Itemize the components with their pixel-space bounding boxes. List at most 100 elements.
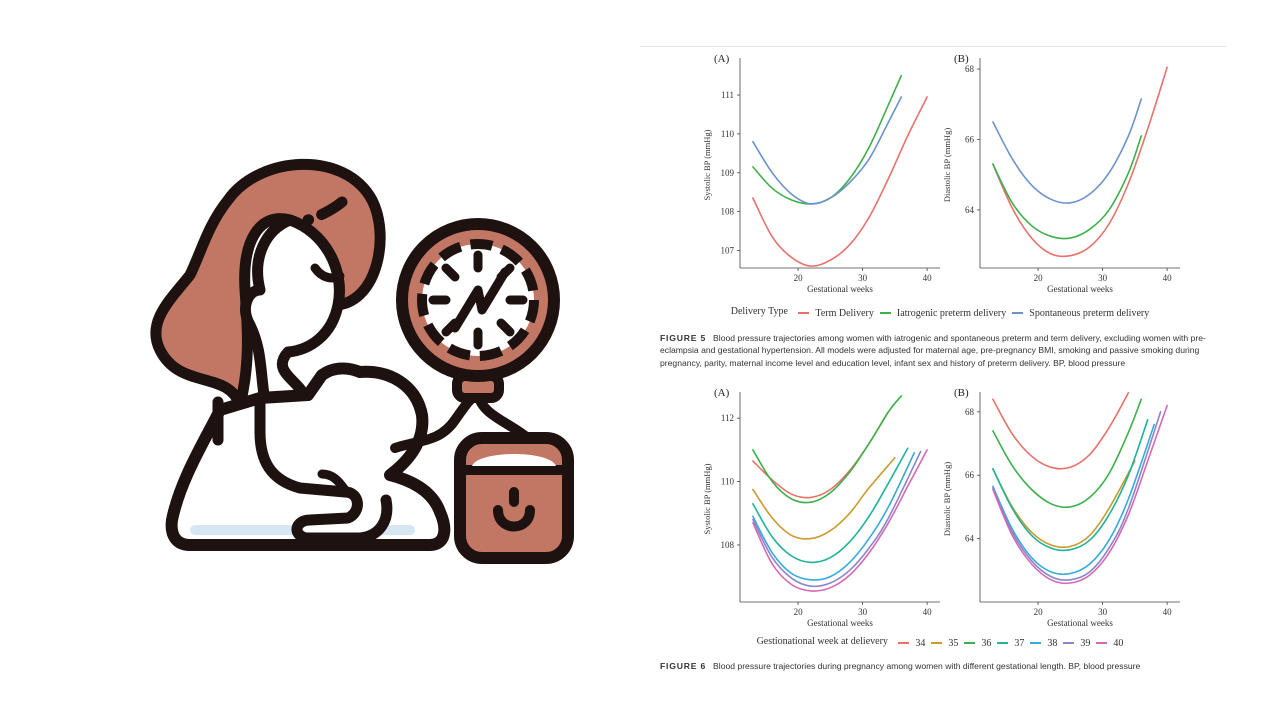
legend-label: 39: [1080, 637, 1091, 649]
series-line-39: [992, 411, 1162, 581]
y-tick-label: 110: [721, 129, 735, 139]
series-line-36: [992, 398, 1143, 509]
panel-label: (A): [714, 387, 730, 399]
fig6-legend-item: 37: [997, 638, 1024, 649]
series-line-38: [992, 423, 1155, 576]
series-line-38: [752, 452, 915, 581]
series-line-37: [752, 447, 909, 564]
legend-swatch: [798, 312, 810, 314]
legend-label: 40: [1113, 637, 1124, 649]
x-tick-label: 20: [1034, 273, 1044, 283]
top-divider: [640, 46, 1226, 47]
fig5-legend: Delivery Type Term Delivery Iatrogenic pr…: [640, 306, 1240, 319]
x-tick-label: 40: [923, 273, 933, 283]
panel-label: (A): [714, 53, 730, 65]
x-tick-label: 40: [1163, 607, 1173, 617]
y-tick-label: 110: [721, 477, 735, 487]
fig6-caption-text: Blood pressure trajectories during pregn…: [713, 661, 1141, 671]
legend-swatch: [1012, 312, 1024, 314]
y-tick-label: 107: [721, 246, 735, 256]
legend-swatch: [964, 642, 976, 644]
series-line-spontaneous-preterm-delivery: [992, 98, 1143, 204]
x-tick-label: 40: [1163, 273, 1173, 283]
legend-swatch: [879, 312, 891, 314]
x-axis-label: Gestational weeks: [1047, 618, 1113, 628]
legend-swatch: [1063, 642, 1075, 644]
legend-label: 36: [981, 637, 992, 649]
fig6-legend-item: 39: [1063, 638, 1090, 649]
fig6-legend-item: 35: [931, 638, 958, 649]
series-line-40: [752, 449, 928, 592]
legend-swatch: [1030, 642, 1042, 644]
fig5-legend-item: Spontaneous preterm delivery: [1012, 308, 1149, 319]
legend-label: 35: [948, 637, 959, 649]
series-line-34: [992, 392, 1130, 470]
series-line-35: [752, 457, 896, 540]
fig5-caption-label: FIGURE 5: [660, 333, 707, 343]
fig5-legend-title: Delivery Type: [730, 306, 788, 317]
series-line-37: [992, 419, 1149, 552]
fig6-legend-item: 34: [898, 638, 925, 649]
fig6-panel-b: (B) 64 66 68 20 30 40 Gestational weeks Diastoli…: [940, 382, 1190, 632]
closed-eye-icon: [310, 263, 345, 283]
y-axis-label: Systolic BP (mmHg): [702, 129, 712, 200]
hair-icon: [150, 158, 386, 411]
series-line-35: [992, 460, 1136, 549]
series-line-term-delivery: [752, 96, 928, 267]
y-axis-label: Diastolic BP (mmHg): [942, 462, 952, 536]
arm-icon: [254, 426, 393, 544]
fig5-caption: FIGURE 5 Blood pressure trajectories amon…: [660, 332, 1230, 369]
legend-label: Iatrogenic preterm delivery: [896, 307, 1007, 319]
legend-label: 34: [915, 637, 926, 649]
x-tick-label: 20: [1034, 607, 1044, 617]
y-tick-label: 68: [965, 407, 975, 417]
fig6-legend: Gestionational week at delievery 34 35 36 3…: [640, 636, 1240, 649]
y-tick-label: 66: [965, 134, 975, 144]
pregnant-woman-icon: [150, 158, 451, 551]
fig5-panel-a: (A) 107 108 109 110 111 20 30 40 Gestational week…: [700, 48, 950, 298]
y-tick-label: 64: [965, 534, 975, 544]
y-axis-label: Diastolic BP (mmHg): [942, 128, 952, 202]
x-tick-label: 30: [858, 273, 868, 283]
fig6-caption-label: FIGURE 6: [660, 661, 707, 671]
fig6-panel-a: (A) 108 110 112 20 30 40 Gestational weeks Systo…: [700, 382, 950, 632]
y-tick-label: 109: [721, 168, 735, 178]
x-tick-label: 30: [1098, 607, 1108, 617]
legend-label: 38: [1047, 637, 1058, 649]
series-line-36: [752, 395, 903, 504]
y-axis-label: Systolic BP (mmHg): [702, 463, 712, 534]
legend-label: Term Delivery: [815, 307, 874, 319]
pregnant-woman-blood-pressure-illustration: [150, 158, 574, 564]
x-tick-label: 20: [794, 607, 804, 617]
series-line-40: [992, 404, 1168, 585]
fig5-legend-item: Term Delivery: [798, 307, 874, 319]
fig6-legend-title: Gestionational week at delievery: [756, 636, 888, 647]
y-tick-label: 111: [721, 90, 734, 100]
fig6-legend-item: 36: [964, 638, 991, 649]
y-tick-label: 64: [965, 205, 975, 215]
series-line-spontaneous-preterm-delivery: [752, 96, 903, 205]
fig5-caption-text: Blood pressure trajectories among women …: [660, 333, 1206, 368]
x-tick-label: 30: [1098, 273, 1108, 283]
panel-label: (B): [954, 53, 969, 65]
x-axis-label: Gestational weeks: [1047, 284, 1113, 294]
y-tick-label: 108: [721, 540, 735, 550]
fig5-panel-b: (B) 64 66 68 20 30 40 Gestational weeks Diastoli…: [940, 48, 1190, 298]
y-tick-label: 108: [721, 207, 735, 217]
legend-swatch: [1096, 642, 1108, 644]
fig5-legend-item: Iatrogenic preterm delivery: [879, 307, 1007, 319]
fig6-caption: FIGURE 6 Blood pressure trajectories duri…: [660, 660, 1230, 672]
fig6-legend-item: 38: [1030, 638, 1057, 649]
panel-label: (B): [954, 387, 969, 399]
gauge-needle-icon: [450, 267, 510, 333]
series-line-39: [752, 450, 922, 588]
x-tick-label: 20: [794, 273, 804, 283]
legend-swatch: [898, 642, 910, 644]
legend-swatch: [931, 642, 943, 644]
y-tick-label: 112: [721, 413, 734, 423]
x-axis-label: Gestational weeks: [807, 618, 873, 628]
legend-label: Spontaneous preterm delivery: [1029, 307, 1150, 319]
legend-swatch: [997, 642, 1009, 644]
legend-label: 37: [1014, 637, 1025, 649]
y-tick-label: 68: [965, 64, 975, 74]
